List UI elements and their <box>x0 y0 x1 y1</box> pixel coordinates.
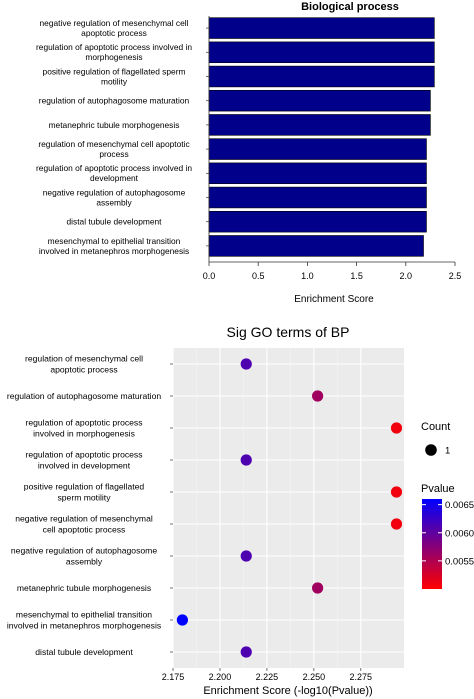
panel-background <box>173 348 404 668</box>
colorbar-label: 0.0065 <box>445 500 474 511</box>
data-point <box>390 518 403 530</box>
x-tick-label: 2.200 <box>209 672 232 682</box>
y-tick-label: regulation of apoptotic process involved … <box>25 418 142 439</box>
x-tick-label: 2.5 <box>449 271 462 281</box>
y-tick-label: regulation of mesenchymal cell apoptotic… <box>38 139 189 159</box>
y-tick-label: regulation of apoptotic process involved… <box>36 42 192 62</box>
plot-area: regulation of mesenchymal cell apoptotic … <box>7 348 404 682</box>
y-tick-label: positive regulation of flagellated sperm… <box>43 66 186 86</box>
y-tick-label: distal tubule development <box>67 217 163 227</box>
data-point <box>390 486 403 498</box>
colorbar-label: 0.0055 <box>445 556 474 567</box>
y-tick-label: mesenchymal to epithelial transition invo… <box>7 610 161 631</box>
x-axis-label: Enrichment Score <box>294 294 374 305</box>
chart-title: Sig GO terms of BP <box>227 324 350 340</box>
chart-title: Biological process <box>301 1 399 13</box>
pvalue-legend-title: Pvalue <box>421 483 455 495</box>
y-tick-label: negative regulation of mesenchymal cell a… <box>40 18 189 38</box>
x-tick-label: 0.0 <box>203 271 216 281</box>
colorbar <box>422 499 442 589</box>
y-tick-label: distal tubule development <box>35 647 133 657</box>
y-tick-label: mesenchymal to epithelial transition invo… <box>39 236 189 256</box>
x-tick-label: 2.175 <box>162 672 185 682</box>
y-tick-label: positive regulation of flagellated sperm … <box>24 482 145 503</box>
count-legend-label: 1 <box>445 446 450 457</box>
y-tick-label: regulation of mesenchymal cell apoptotic … <box>25 354 143 375</box>
y-tick-label: regulation of autophagosome maturation <box>7 391 162 401</box>
data-point <box>312 582 324 594</box>
y-tick-label: negative regulation of autophagosome asse… <box>43 187 186 207</box>
data-point <box>240 646 252 658</box>
plot-area: negative regulation of mesenchymal cell a… <box>36 16 461 281</box>
x-tick-label: 2.0 <box>400 271 413 281</box>
data-point <box>390 422 403 434</box>
y-tick-label: metanephric tubule morphogenesis <box>49 120 180 130</box>
count-legend-key <box>425 444 437 456</box>
x-tick-label: 2.225 <box>256 672 279 682</box>
legend: Count Pvalue 1 0.0065 0.0060 0.0055 <box>421 421 474 589</box>
y-tick-label: negative regulation of autophagosome asse… <box>11 546 157 567</box>
x-tick-label: 2.275 <box>350 672 373 682</box>
y-tick-label: metanephric tubule morphogenesis <box>17 583 151 593</box>
y-tick-label: regulation of apoptotic process involved… <box>36 163 192 183</box>
x-tick-label: 1.0 <box>301 271 314 281</box>
data-point <box>312 390 324 402</box>
data-point <box>176 614 188 626</box>
x-tick-label: 0.5 <box>252 271 265 281</box>
data-point <box>240 550 252 562</box>
data-point <box>240 454 252 466</box>
x-tick-label: 1.5 <box>350 271 363 281</box>
bar-chart-biological-process: Biological process negative regulation o… <box>36 1 461 305</box>
colorbar-label: 0.0060 <box>445 528 474 539</box>
y-tick-label: regulation of autophagosome maturation <box>39 96 190 106</box>
y-tick-label: negative regulation of mesenchymal cell a… <box>15 514 153 535</box>
y-tick-label: regulation of apoptotic process involved … <box>25 450 142 471</box>
data-point <box>240 358 252 370</box>
x-tick-label: 2.250 <box>303 672 326 682</box>
x-axis-label: Enrichment Score (-log10(Pvalue)) <box>203 685 372 697</box>
count-legend-title: Count <box>421 421 450 433</box>
